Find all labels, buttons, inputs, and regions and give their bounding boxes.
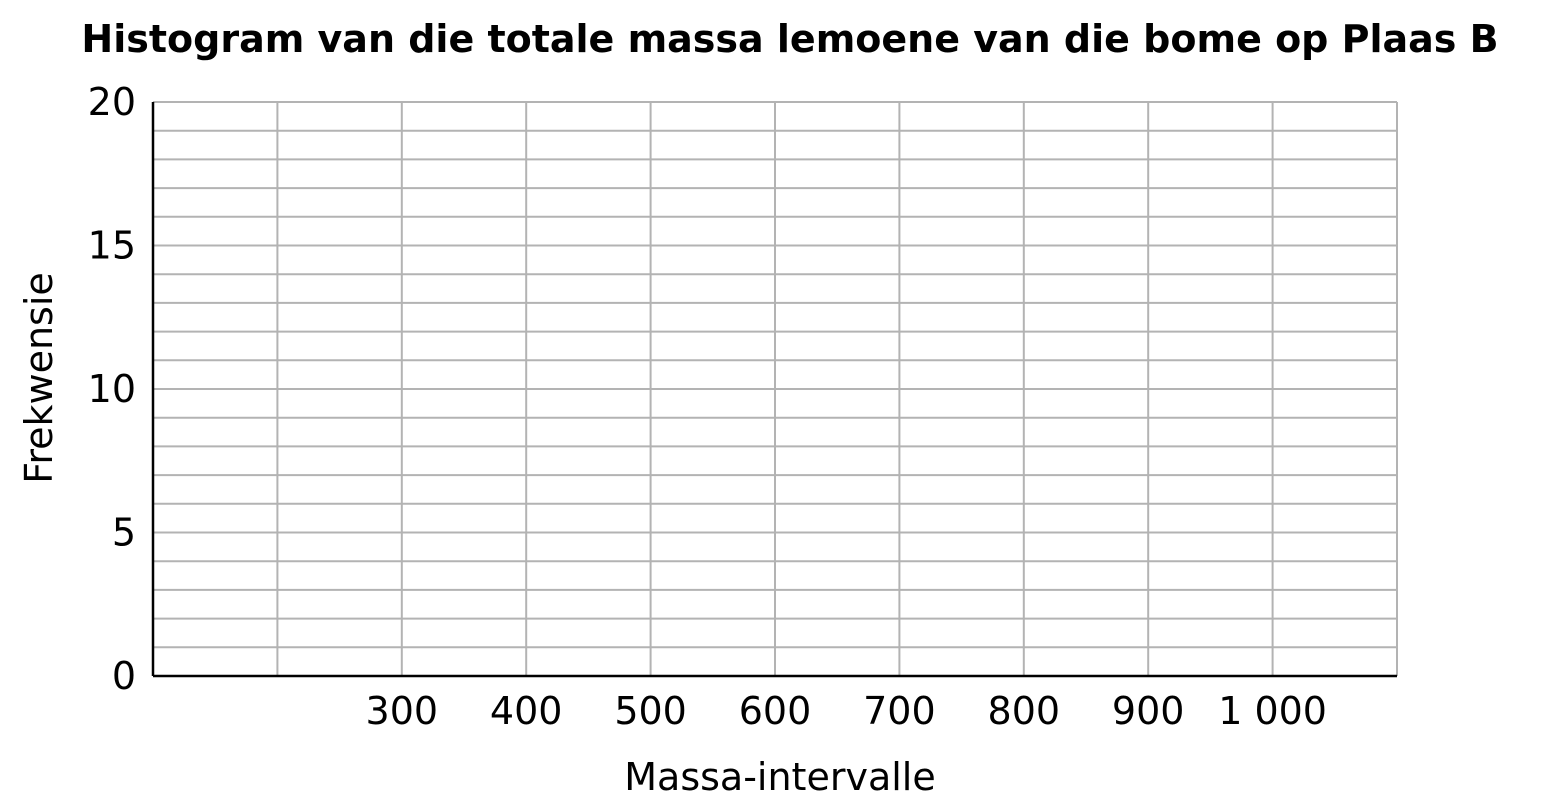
x-axis-label: Massa-intervalle [624, 755, 935, 799]
x-tick-labels: 300 400 500 600 700 800 900 1 000 [366, 689, 1327, 733]
x-tick-label: 800 [988, 689, 1061, 733]
y-tick-label: 20 [88, 80, 136, 124]
y-tick-label: 0 [112, 654, 136, 698]
axes [151, 102, 1397, 678]
x-tick-label: 900 [1112, 689, 1185, 733]
chart-title: Histogram van die totale massa lemoene v… [81, 17, 1498, 61]
x-tick-label: 1 000 [1218, 689, 1327, 733]
y-tick-labels: 0 5 10 15 20 [88, 80, 136, 698]
x-tick-label: 400 [490, 689, 563, 733]
grid [153, 101, 1398, 676]
x-tick-label: 600 [739, 689, 812, 733]
x-tick-label: 500 [614, 689, 687, 733]
y-tick-label: 10 [88, 367, 136, 411]
y-tick-label: 5 [112, 511, 136, 555]
x-tick-label: 300 [366, 689, 439, 733]
x-tick-label: 700 [863, 689, 936, 733]
y-tick-label: 15 [88, 224, 136, 268]
y-axis-label: Frekwensie [17, 272, 61, 484]
